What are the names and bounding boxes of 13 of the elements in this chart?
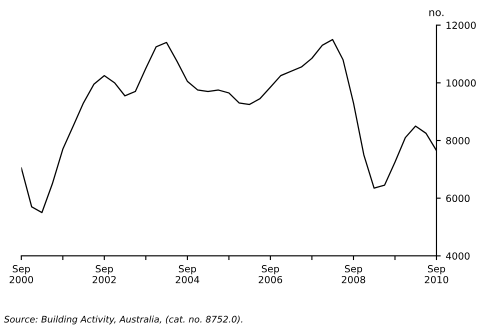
- source-note: Source: Building Activity, Australia, (cat. no. 8752.0).: [4, 316, 242, 324]
- x-tick-label: Sep 2004: [176, 265, 200, 284]
- y-tick-label: 6000: [446, 194, 470, 202]
- x-tick-label: Sep 2002: [92, 265, 116, 284]
- x-tick-label: Sep 2006: [258, 265, 282, 284]
- y-tick-label: 10000: [446, 79, 476, 87]
- x-tick-label: Sep 2000: [10, 265, 34, 284]
- y-tick-label: 12000: [446, 22, 476, 29]
- y-tick-label: 4000: [446, 252, 470, 260]
- y-axis-title: no.: [429, 10, 444, 16]
- y-tick-label: 8000: [446, 136, 470, 144]
- x-tick-label: Sep 2008: [342, 265, 366, 284]
- x-tick-label: Sep 2010: [424, 265, 448, 284]
